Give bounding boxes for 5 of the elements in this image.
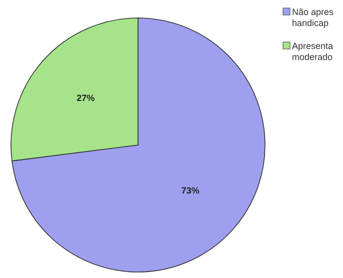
data-label: 73% [181, 186, 200, 196]
legend-label: Apresenta moderado [292, 41, 334, 62]
pie-slice [12, 18, 266, 272]
data-label: 27% [76, 93, 95, 104]
legend-label: Não apres handicap [292, 7, 334, 28]
